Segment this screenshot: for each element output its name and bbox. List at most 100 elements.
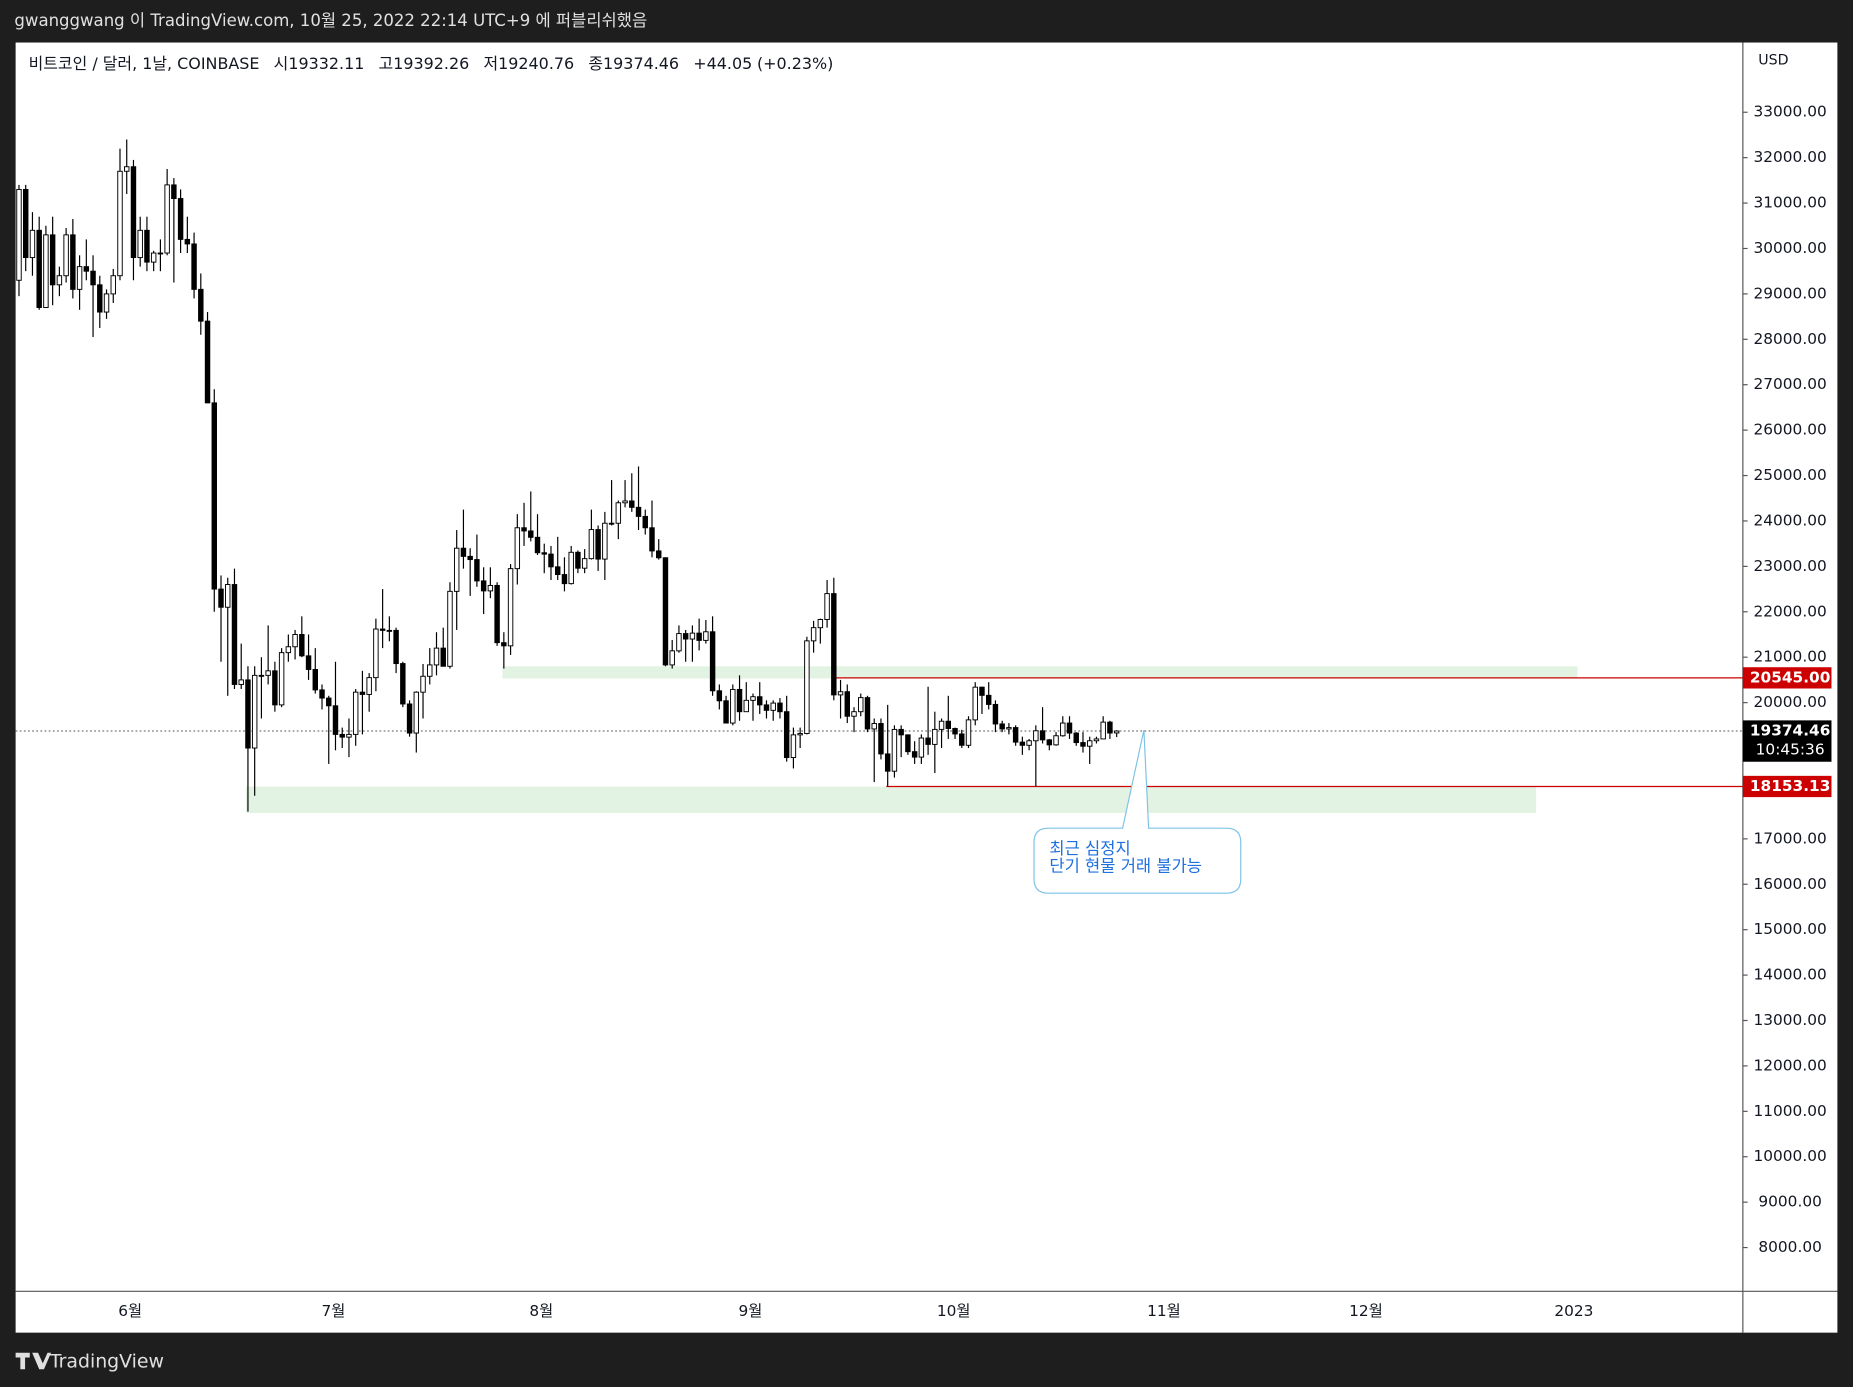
- candle-body: [272, 670, 278, 706]
- candle-body: [804, 640, 810, 734]
- countdown-label: 10:45:36: [1756, 740, 1825, 758]
- candle-body: [312, 668, 319, 691]
- candle-body: [602, 522, 608, 560]
- current-price-tag: [1742, 720, 1832, 762]
- candle-body: [817, 619, 824, 629]
- candle-body: [871, 723, 877, 730]
- candle-body: [507, 568, 514, 647]
- candle-body: [1060, 722, 1066, 737]
- candle-body: [918, 737, 925, 758]
- candle-body: [783, 711, 790, 759]
- candle-body: [696, 632, 702, 641]
- candle-body: [36, 229, 42, 308]
- y-tick-label: 12000.00: [1754, 1056, 1827, 1074]
- candle-body: [386, 629, 393, 632]
- y-tick-label: 16000.00: [1754, 875, 1827, 893]
- candle-body: [474, 559, 480, 582]
- candle-body: [366, 677, 372, 695]
- candle-body: [864, 697, 871, 730]
- y-tick-label: 22000.00: [1754, 602, 1827, 620]
- candle-body: [656, 550, 662, 559]
- candle-body: [245, 679, 251, 749]
- candle-body: [534, 536, 541, 554]
- legend-change-pct: (+0.23%): [757, 53, 833, 72]
- candle-body: [433, 647, 440, 666]
- candle-body: [999, 723, 1005, 730]
- brand-logo: TradingView: [15, 1351, 164, 1373]
- candle-body: [117, 170, 123, 277]
- candle-body: [858, 697, 864, 713]
- y-tick-label: 31000.00: [1754, 194, 1827, 212]
- candle-body: [1107, 721, 1113, 734]
- legend-open-prefix: 시: [274, 53, 289, 72]
- candle-body: [985, 694, 992, 705]
- y-tick-label: 20000.00: [1754, 693, 1827, 711]
- candle-body: [541, 552, 547, 555]
- candle-body: [911, 751, 918, 758]
- candle-body: [258, 674, 265, 677]
- candle-body: [1012, 727, 1019, 743]
- x-tick-label: 2023: [1554, 1302, 1593, 1320]
- candle-body: [588, 529, 595, 560]
- candle-body: [1053, 735, 1059, 746]
- candle-body: [1113, 730, 1120, 734]
- candle-body: [568, 551, 574, 585]
- candle-body: [837, 691, 844, 696]
- x-tick-label: 8월: [529, 1302, 553, 1320]
- candle-body: [137, 229, 143, 259]
- candle-body: [898, 728, 904, 736]
- candle-body: [265, 670, 271, 676]
- price-line-label: 18153.13: [1750, 777, 1831, 795]
- candle-body: [992, 703, 999, 725]
- logo-mark: [15, 1352, 52, 1370]
- candle-body: [103, 293, 110, 313]
- candle-body: [359, 691, 366, 695]
- current-price-label: 19374.46: [1750, 722, 1831, 740]
- candle-body: [440, 647, 446, 667]
- candle-body: [238, 679, 244, 685]
- candle-body: [797, 733, 803, 736]
- candle-body: [352, 691, 359, 735]
- candle-body: [1100, 721, 1106, 740]
- currency-label: USD: [1758, 52, 1788, 68]
- candle-body: [76, 266, 83, 290]
- candle-body: [70, 234, 76, 290]
- publish-header: gwanggwang 이 TradingView.com, 10월 25, 20…: [14, 11, 647, 30]
- price-line-tag: [1742, 775, 1832, 798]
- candle-body: [642, 515, 648, 529]
- candle-body: [703, 631, 709, 641]
- candle-body: [723, 700, 729, 724]
- candle-body: [770, 702, 776, 711]
- y-tick-label: 24000.00: [1754, 511, 1827, 529]
- candle-body: [750, 696, 756, 701]
- candle-body: [763, 704, 770, 711]
- candle-body: [1039, 730, 1046, 741]
- candle-body: [716, 690, 723, 702]
- candle-body: [629, 500, 635, 508]
- candle-body: [608, 522, 615, 525]
- candle-body: [649, 527, 655, 552]
- candle-body: [346, 733, 352, 738]
- y-tick-label: 13000.00: [1754, 1011, 1827, 1029]
- price-line-label: 20545.00: [1750, 668, 1831, 686]
- candle-body: [514, 527, 521, 570]
- legend-high-prefix: 고: [379, 53, 394, 72]
- candle-body: [379, 628, 386, 631]
- candle-body: [177, 198, 184, 240]
- candle-body: [743, 699, 749, 713]
- candle-body: [251, 674, 258, 749]
- candle-body: [824, 593, 830, 620]
- candle-body: [305, 655, 312, 670]
- candle-body: [56, 275, 63, 286]
- x-tick-label: 7월: [321, 1302, 345, 1320]
- candle-body: [487, 584, 494, 592]
- candle-body: [427, 664, 433, 677]
- candle-body: [191, 243, 197, 290]
- y-tick-label: 33000.00: [1754, 103, 1827, 121]
- x-tick-label: 10월: [937, 1302, 971, 1320]
- candle-body: [682, 633, 689, 640]
- candle-body: [332, 705, 339, 735]
- candle-body: [43, 234, 49, 308]
- candle-body: [1080, 742, 1086, 747]
